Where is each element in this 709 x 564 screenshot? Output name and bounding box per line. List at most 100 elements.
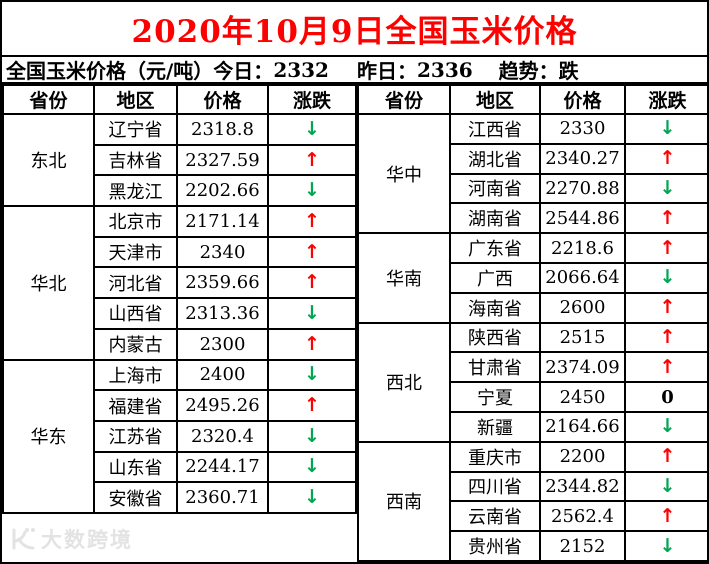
table-row: 山西省 2313.36 ↓ xyxy=(3,297,357,330)
trend-cell: ↑ xyxy=(624,202,707,235)
trend-cell: ↑ xyxy=(624,142,707,175)
table-row: 河北省 2359.66 ↑ xyxy=(3,266,357,300)
price-cell: 2340.27 xyxy=(539,142,626,175)
region-cell: 广东省 xyxy=(449,232,541,264)
trend-cell: ↑ xyxy=(624,440,707,473)
table-row: 湖南省 2544.86 ↑ xyxy=(358,202,707,235)
region-cell: 重庆市 xyxy=(449,440,541,473)
region-cell: 河北省 xyxy=(93,266,178,300)
down-arrow-icon: ↓ xyxy=(659,176,676,199)
price-cell: 2374.09 xyxy=(539,351,626,384)
region-cell: 内蒙古 xyxy=(93,327,178,361)
yesterday-value: 2336 xyxy=(416,57,473,82)
region-cell: 黑龙江 xyxy=(93,174,178,208)
table-row: 福建省 2495.26 ↑ xyxy=(3,389,357,422)
column-header-change: 涨跌 xyxy=(267,84,357,115)
table-row: 海南省 2600 ↑ xyxy=(358,291,707,324)
trend-cell: ↑ xyxy=(267,235,357,269)
price-tables-area: 省份 地区 价格 涨跌 东北 辽宁省 2318.8 ↓ 吉林省 2327.59 … xyxy=(2,84,707,562)
today-label: 今日： xyxy=(213,59,274,83)
region-cell: 湖北省 xyxy=(449,142,541,175)
table-row: 西北 陕西省 2515 ↑ xyxy=(357,321,707,443)
price-cell: 2244.17 xyxy=(176,450,269,484)
region-cell: 陕西省 xyxy=(449,321,541,354)
zero-indicator: 0 xyxy=(661,386,674,408)
up-arrow-icon: ↑ xyxy=(304,271,320,294)
up-arrow-icon: ↑ xyxy=(659,445,676,468)
table-row: 山东省 2244.17 ↓ xyxy=(3,450,357,484)
price-cell: 2318.8 xyxy=(176,113,269,146)
column-header-price: 价格 xyxy=(539,84,626,115)
column-header-province: 省份 xyxy=(2,84,95,115)
down-arrow-icon: ↓ xyxy=(304,424,320,447)
region-cell: 甘肃省 xyxy=(449,351,541,384)
up-arrow-icon: ↑ xyxy=(659,206,676,229)
region-cell: 山东省 xyxy=(93,450,178,484)
down-arrow-icon: ↓ xyxy=(304,117,320,140)
down-arrow-icon: ↓ xyxy=(304,301,320,324)
region-cell: 新疆 xyxy=(449,410,541,443)
trend-cell: 0 xyxy=(624,381,707,413)
price-cell: 2313.36 xyxy=(176,297,269,330)
table-row: 贵州省 2152 ↓ xyxy=(358,530,707,562)
trend-cell: ↓ xyxy=(267,450,357,484)
region-cell: 广西 xyxy=(449,261,541,294)
province-group-cell: 西北 xyxy=(357,321,451,443)
region-cell: 四川省 xyxy=(449,470,541,503)
down-arrow-icon: ↓ xyxy=(659,474,676,497)
yesterday-label: 昨日： xyxy=(356,59,417,83)
table-row: 华北 北京市 2171.14 ↑ xyxy=(2,205,357,361)
today-value: 2332 xyxy=(273,57,329,82)
column-header-region: 地区 xyxy=(93,84,178,115)
table-row: 西南 重庆市 2200 ↑ xyxy=(357,440,707,562)
price-cell: 2360.71 xyxy=(176,481,269,514)
trend-cell: ↑ xyxy=(267,266,357,300)
province-group-cell: 华中 xyxy=(357,112,451,235)
province-group-cell: 西南 xyxy=(357,440,451,562)
price-cell: 2544.86 xyxy=(539,202,626,235)
price-cell: 2515 xyxy=(539,321,626,354)
price-cell: 2400 xyxy=(176,358,269,392)
price-cell: 2330 xyxy=(539,113,626,145)
province-group-cell: 华南 xyxy=(357,232,451,324)
trend-cell: ↓ xyxy=(267,481,357,514)
up-arrow-icon: ↑ xyxy=(659,236,676,259)
region-cell: 山西省 xyxy=(93,297,178,330)
price-cell: 2359.66 xyxy=(176,266,269,300)
price-cell: 2202.66 xyxy=(176,174,269,208)
table-row: 华中 江西省 2330 ↓ xyxy=(357,112,707,235)
region-cell: 河南省 xyxy=(449,172,541,205)
trend-cell: ↓ xyxy=(624,530,707,562)
region-cell: 贵州省 xyxy=(449,530,541,562)
table-row: 湖北省 2340.27 ↑ xyxy=(358,142,707,175)
region-cell: 江苏省 xyxy=(93,419,178,453)
left-price-table: 省份 地区 价格 涨跌 东北 辽宁省 2318.8 ↓ 吉林省 2327.59 … xyxy=(2,84,357,514)
down-arrow-icon: ↓ xyxy=(304,486,320,509)
price-cell: 2562.4 xyxy=(539,500,626,533)
summary-product-label: 全国玉米价格（元/吨） xyxy=(6,59,214,83)
trend-cell: ↓ xyxy=(267,174,357,208)
right-price-table: 省份 地区 价格 涨跌 华中 江西省 2330 ↓ 湖北省 2340.27 ↑ … xyxy=(357,84,707,562)
price-cell: 2344.82 xyxy=(539,470,626,503)
down-arrow-icon: ↓ xyxy=(659,117,676,140)
table-row: 广西 2066.64 ↓ xyxy=(358,261,707,294)
region-cell: 吉林省 xyxy=(93,143,178,177)
up-arrow-icon: ↑ xyxy=(304,332,320,355)
watermark: 大数跨境 xyxy=(10,524,133,554)
region-cell: 上海市 xyxy=(93,358,178,392)
price-cell: 2164.66 xyxy=(539,410,626,443)
down-arrow-icon: ↓ xyxy=(304,363,320,386)
column-header-price: 价格 xyxy=(176,84,269,115)
up-arrow-icon: ↑ xyxy=(659,355,676,378)
table-row: 新疆 2164.66 ↓ xyxy=(358,410,707,443)
province-group-cell: 华北 xyxy=(2,205,95,361)
trend-cell: ↑ xyxy=(624,232,707,264)
table-row: 河南省 2270.88 ↓ xyxy=(358,172,707,205)
price-cell: 2327.59 xyxy=(176,143,269,177)
trend-cell: ↓ xyxy=(267,358,357,392)
watermark-text: 大数跨境 xyxy=(41,527,133,552)
price-cell: 2171.14 xyxy=(176,205,269,238)
province-group-cell: 华东 xyxy=(2,358,95,514)
province-group-cell: 东北 xyxy=(2,112,95,208)
